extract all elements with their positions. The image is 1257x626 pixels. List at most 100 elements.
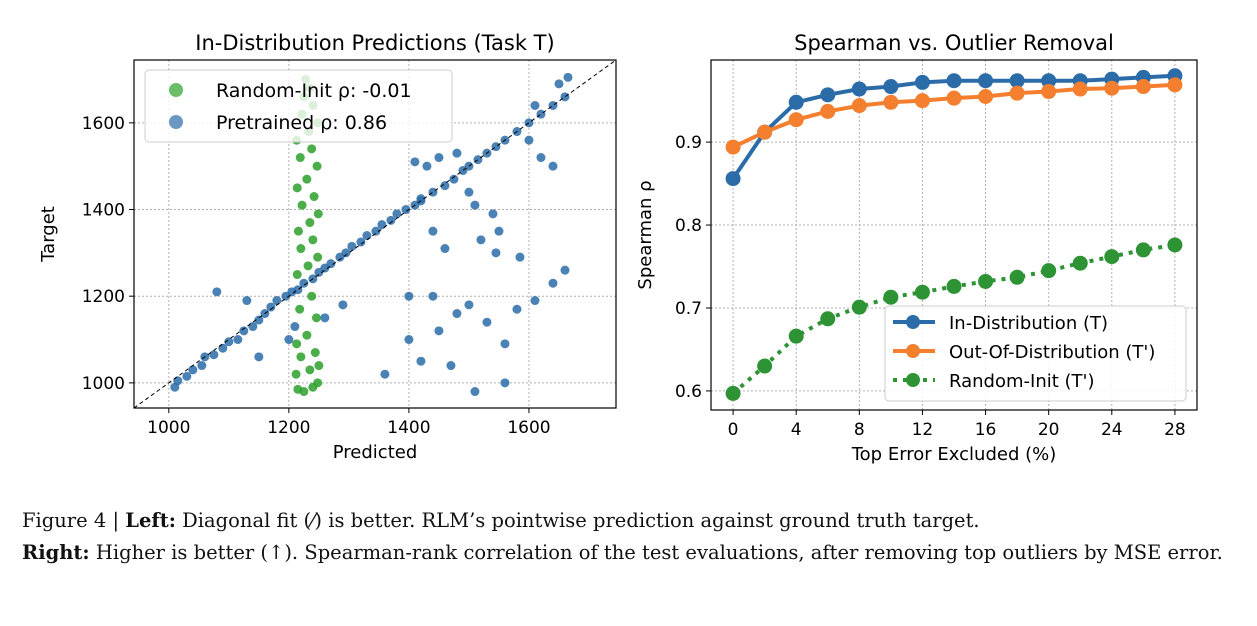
scatter-point-pretrained [491, 248, 501, 258]
scatter-point-pretrained [173, 376, 183, 386]
y-tick-label: 1200 [82, 287, 125, 307]
scatter-point-random-init [313, 378, 323, 388]
x-tick-label: 1000 [147, 418, 190, 438]
scatter-point-pretrained [530, 101, 540, 111]
x-tick-label: 24 [1101, 420, 1123, 440]
scatter-point-pretrained [224, 337, 234, 347]
data-point [946, 73, 962, 89]
x-tick-label: 0 [728, 420, 739, 440]
scatter-point-random-init [305, 218, 315, 228]
data-point [1072, 255, 1088, 271]
legend-box [144, 69, 453, 143]
data-point [851, 81, 867, 97]
legend-box [884, 305, 1187, 402]
data-point [1104, 80, 1120, 96]
scatter-point-pretrained [452, 309, 462, 319]
data-point [725, 139, 741, 155]
scatter-point-pretrained [563, 72, 573, 82]
scatter-point-random-init [292, 270, 302, 280]
data-point [851, 98, 867, 114]
scatter-point-pretrained [464, 187, 474, 197]
data-point [851, 299, 867, 315]
diagonal-reference-line [133, 59, 617, 409]
chart-title: In-Distribution Predictions (Task T) [195, 31, 554, 55]
scatter-point-random-init [308, 235, 318, 245]
x-axis-label: Top Error Excluded (%) [851, 444, 1057, 465]
scatter-point-pretrained [512, 304, 522, 314]
legend-marker [906, 315, 920, 329]
data-point [820, 311, 836, 327]
scatter-point-pretrained [338, 300, 348, 310]
scatter-point-pretrained [386, 215, 396, 225]
scatter-point-pretrained [266, 302, 276, 312]
legend-label: In-Distribution (T) [949, 313, 1108, 334]
data-point [757, 358, 773, 374]
y-axis-label: Spearman ρ [635, 180, 656, 289]
data-point [978, 273, 994, 289]
x-tick-label: 4 [791, 420, 802, 440]
scatter-point-pretrained [482, 317, 492, 327]
y-tick-label: 0.6 [675, 382, 702, 402]
scatter-point-pretrained [515, 252, 525, 262]
data-point [1009, 85, 1025, 101]
legend-label: Out-Of-Distribution (T') [949, 342, 1155, 363]
data-point [1135, 242, 1151, 258]
data-point [978, 88, 994, 104]
legend-label: Random-Init (T') [949, 371, 1095, 392]
scatter-point-random-init [292, 339, 302, 349]
legend-marker [906, 373, 920, 387]
scatter-point-pretrained [548, 161, 558, 171]
scatter-point-random-init [310, 348, 320, 358]
scatter-point-pretrained [254, 315, 264, 325]
scatter-point-pretrained [473, 155, 483, 165]
scatter-point-pretrained [422, 161, 432, 171]
scatter-point-pretrained [326, 259, 336, 269]
data-point [883, 289, 899, 305]
scatter-point-pretrained [524, 135, 534, 145]
x-tick-label: 8 [854, 420, 865, 440]
scatter-point-pretrained [440, 181, 450, 191]
data-point [725, 171, 741, 187]
data-point [757, 124, 773, 140]
scatter-point-random-init [305, 365, 315, 375]
x-tick-label: 20 [1038, 420, 1060, 440]
x-axis-label: Predicted [333, 442, 418, 463]
data-point [914, 93, 930, 109]
scatter-point-random-init [302, 330, 312, 340]
caption-left-label: Left: [125, 509, 176, 532]
scatter-point-pretrained [470, 387, 480, 397]
x-tick-label: 16 [975, 420, 997, 440]
plot-frame [710, 59, 1198, 411]
scatter-point-random-init [302, 174, 312, 184]
scatter-point-pretrained [470, 200, 480, 210]
scatter-point-pretrained [209, 350, 219, 360]
scatter-point-random-init [297, 200, 307, 210]
scatter-point-pretrained [380, 369, 390, 379]
scatter-point-pretrained [476, 235, 486, 245]
data-point [1041, 84, 1057, 100]
x-tick-label: 1200 [267, 418, 310, 438]
scatter-point-pretrained [554, 79, 564, 89]
scatter-point-pretrained [362, 231, 372, 241]
scatter-point-pretrained [449, 174, 459, 184]
scatter-point-pretrained [377, 220, 387, 230]
data-point [820, 103, 836, 119]
caption-left-text: Diagonal fit (⁄) is better. RLM’s pointw… [175, 509, 980, 532]
scatter-point-pretrained [428, 291, 438, 301]
scatter-point-pretrained [401, 205, 411, 215]
scatter-point-pretrained [434, 326, 444, 336]
scatter-point-random-init [307, 144, 317, 154]
scatter-point-pretrained [242, 296, 252, 306]
data-point [1072, 81, 1088, 97]
x-tick-label: 1600 [507, 418, 550, 438]
data-point [1167, 237, 1183, 253]
y-tick-label: 1000 [82, 374, 125, 394]
data-point [1041, 263, 1057, 279]
scatter-point-pretrained [254, 352, 264, 362]
data-point [788, 94, 804, 110]
scatter-point-pretrained [536, 109, 546, 119]
data-point [883, 79, 899, 95]
scatter-point-pretrained [272, 296, 282, 306]
scatter-point-pretrained [404, 291, 414, 301]
data-point [1167, 77, 1183, 93]
